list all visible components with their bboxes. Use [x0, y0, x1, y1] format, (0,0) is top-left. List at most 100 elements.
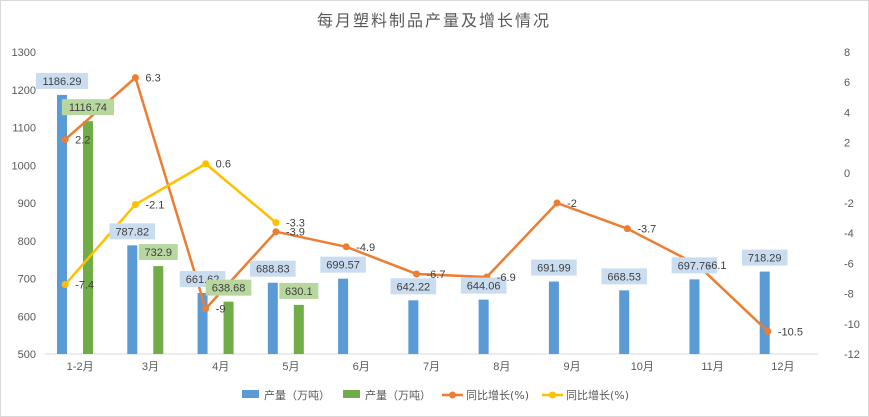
line-data-label: -6.9 [497, 272, 516, 284]
bar-data-label: 691.99 [537, 263, 571, 275]
bar-series-a [619, 290, 630, 354]
bar-series-a [197, 292, 208, 354]
line-point [623, 225, 631, 233]
line-data-label: -3.7 [637, 224, 656, 236]
bar-series-b [83, 121, 93, 354]
x-tick-label: 8月 [493, 361, 510, 373]
left-tick-label: 1000 [12, 160, 36, 172]
x-tick-label: 4月 [212, 361, 229, 373]
bar-series-a [478, 299, 489, 354]
line-data-label: -9 [216, 304, 226, 316]
x-tick-label: 9月 [563, 361, 580, 373]
bar-label-box [250, 260, 296, 277]
right-tick-label: 4 [844, 107, 850, 119]
right-axis: -12 -10 -8 -6 -4 -2 0 2 4 6 8 [844, 47, 860, 361]
line-data-label: 0.6 [216, 159, 231, 171]
legend-label: 产量（万吨） [365, 388, 431, 402]
line-data-label: 2.2 [75, 135, 90, 147]
x-tick-label: 7月 [423, 361, 440, 373]
right-tick-label: -6 [844, 258, 854, 270]
bar-series-a [689, 279, 700, 354]
bar-label-box [320, 256, 366, 273]
bar-series-group [57, 94, 770, 354]
bar-data-label: 642.22 [397, 281, 431, 293]
line-data-label: -2 [567, 198, 577, 210]
legend-label: 产量（万吨） [264, 388, 330, 402]
bar-data-label: 644.06 [467, 281, 501, 293]
line-point [764, 327, 772, 335]
legend: 产量（万吨） 产量（万吨） 同比增长(%) 同比增长(%) [242, 388, 629, 402]
bar-series-a [759, 271, 770, 354]
bar-data-label: 697.76 [678, 260, 712, 272]
x-tick-label: 12月 [771, 361, 794, 373]
line-point [553, 199, 561, 207]
bar-series-a [57, 94, 67, 354]
bar-label-box [460, 277, 507, 294]
bar-series-a [127, 245, 138, 354]
bar-data-label: 1186.29 [43, 76, 82, 88]
bar-series-a [408, 300, 419, 354]
line-data-label: -6.1 [708, 260, 727, 272]
x-tick-label: 5月 [282, 361, 299, 373]
bar-data-label: 718.29 [748, 253, 782, 265]
right-tick-label: -2 [844, 198, 854, 210]
bar-series-a [338, 278, 349, 354]
bar-label-box [531, 259, 577, 276]
x-tick-label: 10月 [631, 361, 654, 373]
bar-label-box [35, 72, 89, 89]
bar-data-label: 688.83 [256, 264, 290, 276]
bar-data-label: 630.1 [285, 286, 313, 298]
bar-data-label: 787.82 [115, 226, 149, 238]
left-tick-label: 700 [18, 274, 36, 286]
bar-label-box [109, 223, 156, 240]
bar-data-label: 732.9 [145, 247, 173, 259]
line-point [131, 201, 139, 209]
line-point [61, 136, 69, 144]
legend-label: 同比增长(%) [566, 388, 629, 402]
line-data-label: -4.9 [356, 242, 375, 254]
line-point [202, 160, 210, 168]
bar-label-box [741, 249, 788, 266]
line-data-label: -3.9 [286, 227, 305, 239]
line-point [342, 243, 350, 251]
line-data-label: -2.1 [145, 200, 164, 212]
right-tick-label: -8 [844, 289, 854, 301]
legend-label: 同比增长(%) [466, 388, 529, 402]
left-tick-label: 500 [18, 349, 36, 361]
x-axis: 1-2月 3月 4月 5月 6月 7月 8月 9月 10月 11月 12月 [45, 353, 818, 373]
bar-series-b [153, 266, 164, 354]
legend-swatch-marker [549, 391, 556, 399]
line-data-label: -6.7 [427, 269, 446, 281]
line-point [202, 305, 210, 313]
x-tick-label: 3月 [142, 361, 159, 373]
bar-label-box [390, 278, 437, 295]
left-tick-label: 600 [18, 311, 36, 323]
right-tick-label: 0 [844, 168, 850, 180]
line-point [131, 74, 139, 82]
line-point [272, 228, 280, 236]
bar-label-box [601, 268, 647, 285]
left-tick-label: 900 [18, 198, 36, 210]
bar-series-b [223, 301, 234, 354]
right-tick-label: -10 [844, 319, 860, 331]
right-tick-label: -12 [844, 349, 860, 361]
bar-series-a [267, 282, 278, 354]
chart-title: 每月塑料制品产量及增长情况 [317, 11, 551, 30]
bar-label-box [205, 279, 252, 296]
left-tick-label: 1200 [12, 85, 36, 97]
bar-label-box [138, 244, 178, 261]
line-point [61, 281, 69, 289]
right-tick-label: 2 [844, 138, 850, 150]
line-data-label: -7.4 [75, 280, 94, 292]
x-tick-label: 6月 [353, 361, 370, 373]
line-point [413, 270, 420, 278]
left-tick-label: 1300 [12, 47, 36, 59]
bar-data-label: 1116.74 [69, 102, 107, 114]
line-series-b [64, 162, 277, 286]
line-series-group [61, 74, 772, 335]
bar-series-a [548, 281, 559, 354]
